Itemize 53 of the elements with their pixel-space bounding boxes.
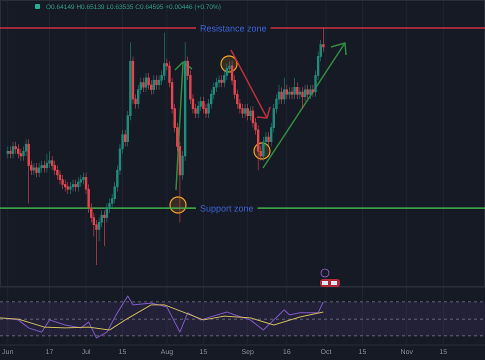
candlestick bbox=[66, 182, 69, 194]
candlestick bbox=[220, 75, 223, 88]
candlestick bbox=[309, 84, 312, 100]
candlestick bbox=[24, 139, 28, 156]
candlestick bbox=[218, 75, 220, 88]
candlestick bbox=[12, 141, 14, 159]
candlestick bbox=[69, 182, 72, 194]
candlestick bbox=[298, 86, 302, 100]
candlestick bbox=[82, 172, 85, 185]
candlestick bbox=[322, 28, 325, 52]
candlestick bbox=[155, 75, 158, 90]
candlestick bbox=[283, 77, 286, 104]
candlestick bbox=[246, 104, 249, 121]
candlestick bbox=[280, 86, 283, 104]
candlestick bbox=[306, 84, 309, 100]
candlestick bbox=[288, 86, 291, 100]
ref-line-label: Resistance zone bbox=[200, 24, 267, 34]
candlestick bbox=[74, 179, 77, 192]
candlestick bbox=[17, 144, 20, 159]
ref-line-label: Support zone bbox=[200, 204, 254, 214]
candlestick bbox=[6, 146, 10, 159]
candlestick bbox=[249, 106, 252, 121]
candlestick bbox=[132, 56, 134, 104]
candlestick bbox=[27, 139, 30, 204]
candlestick bbox=[35, 162, 38, 178]
candlestick bbox=[58, 170, 62, 185]
candlestick bbox=[124, 130, 126, 147]
candlestick bbox=[262, 136, 265, 162]
candlestick bbox=[152, 75, 156, 95]
candlestick bbox=[301, 86, 304, 109]
candlestick bbox=[77, 177, 80, 192]
candlestick bbox=[80, 174, 82, 188]
candlestick bbox=[43, 160, 46, 173]
candlestick bbox=[304, 84, 306, 102]
candlestick bbox=[244, 104, 246, 118]
candlestick bbox=[72, 179, 74, 192]
candlestick bbox=[296, 82, 298, 100]
candlestick bbox=[202, 96, 205, 114]
candlestick bbox=[312, 84, 314, 98]
candlestick bbox=[142, 77, 145, 92]
candlestick bbox=[64, 179, 66, 192]
candlestick bbox=[46, 153, 48, 173]
candlestick bbox=[54, 160, 56, 176]
candlestick bbox=[286, 84, 288, 100]
candlestick bbox=[144, 72, 148, 92]
candlestick bbox=[290, 86, 294, 100]
candlestick bbox=[48, 150, 51, 168]
candlestick bbox=[32, 162, 36, 176]
candlestick bbox=[267, 132, 270, 147]
candlestick bbox=[9, 146, 12, 159]
candlestick bbox=[38, 162, 40, 178]
candlestick bbox=[293, 77, 296, 100]
candlestick bbox=[103, 210, 106, 246]
